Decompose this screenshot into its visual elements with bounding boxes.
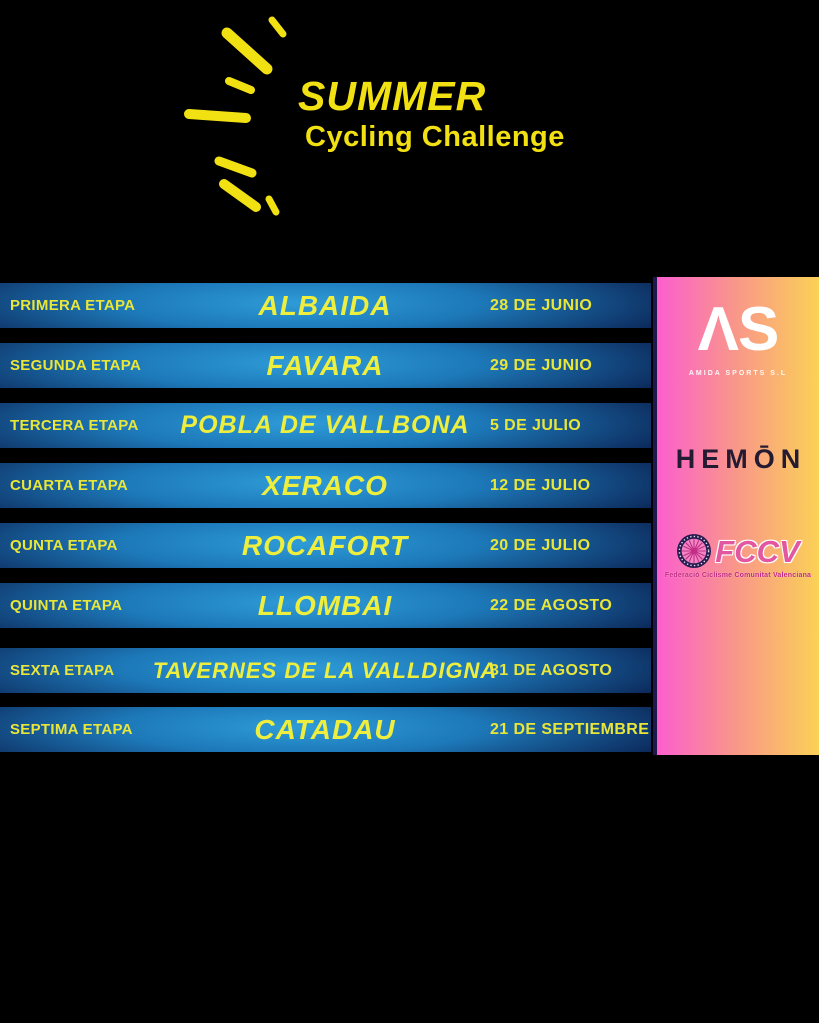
stage-label: QUNTA ETAPA: [10, 537, 118, 554]
stage-location: CATADAU: [254, 713, 396, 745]
stage-label: SEGUNDA ETAPA: [10, 357, 142, 374]
sponsor-sidebar: ΛS AMIDA SPORTS S.L HEMŌN: [653, 277, 819, 755]
stage-label: SEPTIMA ETAPA: [10, 721, 133, 738]
stage-date: 21 DE SEPTIEMBRE: [490, 720, 650, 738]
stage-label: PRIMERA ETAPA: [10, 297, 136, 314]
table-row: SEXTA ETAPA TAVERNES DE LA VALLDIGNA 31 …: [0, 648, 651, 693]
hemon-logo: HEMŌN: [657, 444, 819, 475]
hemon-wordmark: HEMŌN: [675, 444, 807, 474]
amida-sports-monogram: ΛS: [697, 295, 780, 364]
stage-date: 28 DE JUNIO: [490, 296, 593, 314]
fccv-wheel-icon: [677, 534, 712, 568]
stage-date: 5 DE JULIO: [490, 416, 582, 434]
header: SUMMER Cycling Challenge: [298, 76, 565, 152]
amida-sports-logo: ΛS AMIDA SPORTS S.L: [657, 295, 819, 378]
page-subtitle: Cycling Challenge: [305, 121, 565, 153]
stage-label: SEXTA ETAPA: [10, 662, 115, 679]
stage-label: CUARTA ETAPA: [10, 477, 129, 494]
stage-date: 29 DE JUNIO: [490, 356, 593, 374]
stage-date: 20 DE JULIO: [490, 536, 591, 554]
stage-location: POBLA DE VALLBONA: [180, 411, 470, 439]
stage-location: LLOMBAI: [257, 589, 393, 621]
stage-schedule-table: PRIMERA ETAPA ALBAIDA 28 DE JUNIO SEGUND…: [0, 283, 651, 767]
table-row: SEGUNDA ETAPA FAVARA 29 DE JUNIO: [0, 343, 651, 388]
table-row: PRIMERA ETAPA ALBAIDA 28 DE JUNIO: [0, 283, 651, 328]
fccv-full-name: Federació Ciclisme Comunitat Valenciana: [664, 572, 812, 579]
stage-location: TAVERNES DE LA VALLDIGNA: [152, 657, 498, 683]
table-row: TERCERA ETAPA POBLA DE VALLBONA 5 DE JUL…: [0, 403, 651, 448]
table-row: QUINTA ETAPA LLOMBAI 22 DE AGOSTO: [0, 583, 651, 628]
stage-date: 31 DE AGOSTO: [490, 661, 613, 679]
burst-rays-icon: [184, 16, 287, 216]
table-row: QUNTA ETAPA ROCAFORT 20 DE JULIO: [0, 523, 651, 568]
stage-label: TERCERA ETAPA: [10, 417, 139, 434]
stage-location: ROCAFORT: [241, 529, 409, 561]
table-row: CUARTA ETAPA XERACO 12 DE JULIO: [0, 463, 651, 508]
fccv-acronym: FCCV: [715, 533, 800, 569]
fccv-logo: FCCV Federació Ciclisme Comunitat Valenc…: [657, 533, 819, 579]
stage-date: 22 DE AGOSTO: [490, 596, 613, 614]
amida-sports-name: AMIDA SPORTS S.L: [688, 370, 788, 377]
stage-location: ALBAIDA: [258, 289, 392, 321]
stage-date: 12 DE JULIO: [490, 476, 591, 494]
table-row: SEPTIMA ETAPA CATADAU 21 DE SEPTIEMBRE: [0, 707, 651, 752]
stage-location: XERACO: [262, 469, 388, 501]
stage-location: FAVARA: [266, 349, 384, 381]
stage-label: QUINTA ETAPA: [10, 597, 123, 614]
page-title: SUMMER: [298, 73, 487, 119]
